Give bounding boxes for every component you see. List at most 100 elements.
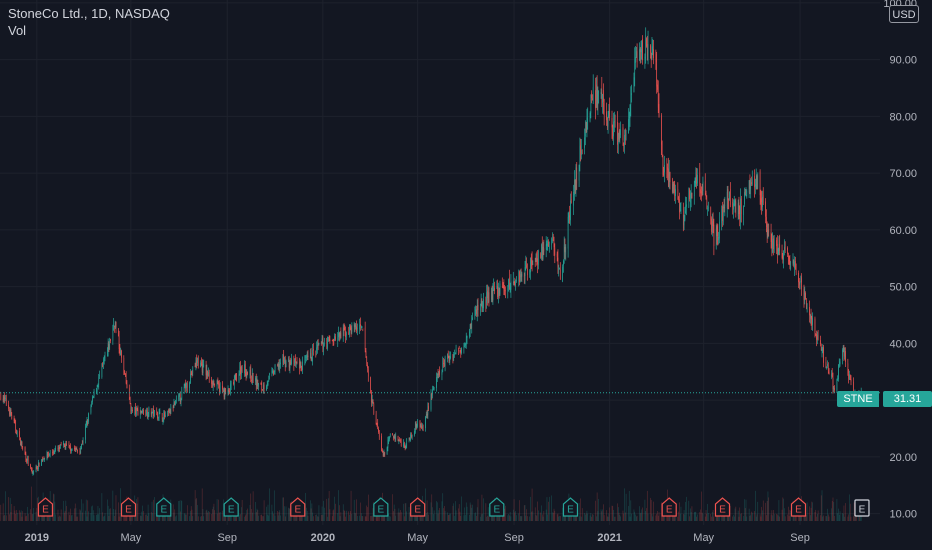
volume-bar <box>389 516 391 521</box>
volume-bar <box>21 516 23 521</box>
volume-bar <box>154 497 155 521</box>
candle-body <box>636 51 638 63</box>
volume-bar <box>737 510 739 521</box>
volume-bar <box>109 508 111 521</box>
volume-bar <box>376 516 378 521</box>
candle-body <box>75 447 77 450</box>
volume-bar <box>767 491 769 521</box>
volume-bar <box>711 516 712 521</box>
candle-body <box>118 329 119 337</box>
candle-body <box>154 410 155 416</box>
candle-body <box>181 390 183 399</box>
volume-indicator-label[interactable]: Vol <box>8 23 27 38</box>
candle-body <box>239 367 241 374</box>
candle-body <box>608 110 610 116</box>
candle-body <box>371 392 372 403</box>
candle-body <box>530 258 531 273</box>
candle-body <box>750 184 752 191</box>
volume-bar <box>520 515 521 521</box>
volume-bar <box>454 515 455 521</box>
volume-bar <box>625 512 626 521</box>
candle-body <box>767 229 769 238</box>
volume-bar <box>55 514 56 521</box>
candle-body <box>494 287 495 291</box>
volume-bar <box>834 515 835 521</box>
candle-body <box>194 365 196 368</box>
candle-body <box>422 426 423 428</box>
candle-body <box>148 407 150 417</box>
candle-body <box>152 408 154 412</box>
volume-bar <box>36 508 38 521</box>
candle-body <box>114 322 116 329</box>
volume-bar <box>768 497 770 521</box>
volume-bar <box>8 497 9 521</box>
volume-bar <box>838 514 840 521</box>
price-axis[interactable]: 10.0020.0030.0040.0050.0060.0070.0080.00… <box>883 0 917 521</box>
volume-bar <box>614 516 616 521</box>
volume-bar <box>2 503 4 521</box>
candle-body <box>718 236 719 241</box>
volume-bar <box>523 505 525 521</box>
volume-bar <box>394 508 396 521</box>
candle-body <box>382 450 383 453</box>
candle-body <box>85 426 86 440</box>
volume-bar <box>366 505 368 521</box>
candle-body <box>707 208 708 209</box>
volume-bar <box>825 516 827 521</box>
volume-bar <box>845 503 846 521</box>
volume-bar <box>80 510 82 521</box>
candle-body <box>400 440 402 446</box>
candle-body <box>674 184 675 196</box>
candle-body <box>465 343 466 346</box>
candle-body <box>53 453 55 454</box>
candle-body <box>464 344 465 346</box>
volume-bar <box>289 508 291 521</box>
candle-body <box>318 343 320 344</box>
candle-body <box>735 201 737 215</box>
volume-bar <box>683 514 684 521</box>
volume-bar <box>246 510 248 521</box>
volume-bar <box>141 511 143 521</box>
volume-bar <box>415 514 417 521</box>
candle-body <box>765 201 766 217</box>
candle-body <box>501 283 503 285</box>
candle-body <box>329 339 331 341</box>
candle-body <box>367 364 368 369</box>
candle-body <box>92 396 93 402</box>
candle-body <box>455 349 457 353</box>
candle-body <box>678 196 679 201</box>
volume-bar <box>321 506 323 521</box>
volume-bar <box>822 516 824 521</box>
candle-body <box>661 142 663 156</box>
candle-body <box>357 328 358 330</box>
candle-body <box>595 90 596 108</box>
volume-bar <box>690 512 692 521</box>
volume-bar <box>65 500 67 521</box>
symbol-title[interactable]: StoneCo Ltd., 1D, NASDAQ <box>8 6 170 21</box>
candle-body <box>42 459 43 461</box>
volume-bar <box>223 499 224 521</box>
volume-bar <box>359 515 360 521</box>
volume-bar <box>143 511 144 521</box>
candle-body <box>313 349 314 351</box>
volume-bar <box>35 511 37 521</box>
candle-body <box>799 282 801 285</box>
currency-button[interactable]: USD <box>889 5 919 23</box>
volume-bar <box>382 515 384 521</box>
volume-bar <box>267 504 269 521</box>
volume-bar <box>169 516 171 521</box>
candle-body <box>842 349 843 360</box>
candle-body <box>419 420 421 428</box>
volume-bar <box>367 507 368 521</box>
volume-bar <box>628 490 630 521</box>
volume-bar <box>266 506 267 521</box>
candle-body <box>656 61 657 87</box>
candle-body <box>669 172 671 182</box>
time-axis[interactable]: 2019 May Sep 2020 May Sep 2021 May Sep <box>25 532 810 544</box>
earnings-marker: E <box>156 497 172 517</box>
candle-body <box>179 393 180 397</box>
volume-bar <box>472 504 473 521</box>
volume-bar <box>32 514 34 521</box>
candle-body <box>252 373 254 383</box>
